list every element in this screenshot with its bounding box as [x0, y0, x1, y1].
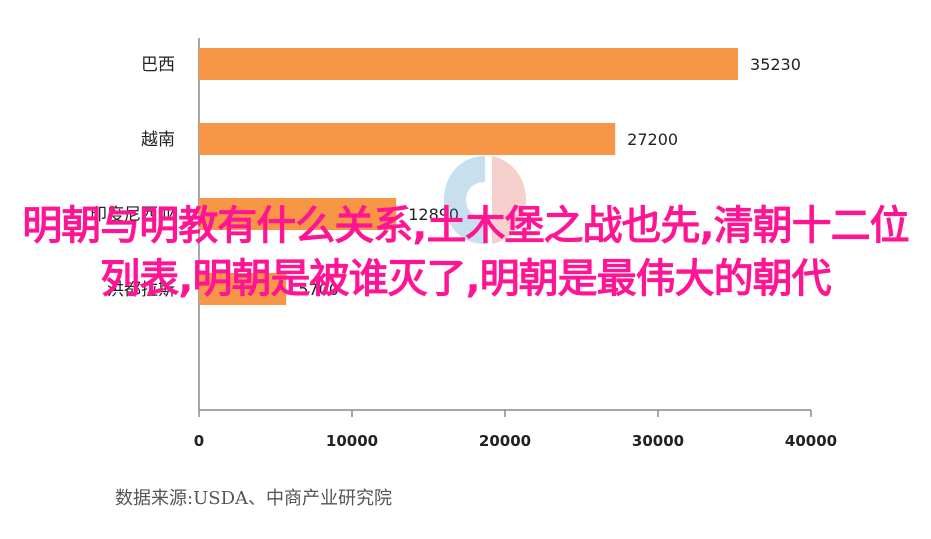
bar [199, 48, 739, 80]
source-note: 数据来源:USDA、中商产业研究院 [115, 488, 392, 509]
bar [199, 273, 287, 305]
watermark-logo-icon [440, 148, 530, 262]
x-tick-label: 20000 [479, 432, 531, 450]
x-tick-label: 0 [194, 432, 204, 450]
x-tick-label: 40000 [785, 432, 837, 450]
overlay-title: 明朝与明教有什么关系,土木堡之战也先,清朝十二位 列表,明朝是被谁灭了,明朝是最… [22, 203, 909, 302]
data-label: 27200 [627, 130, 678, 149]
x-tick-label: 10000 [326, 432, 378, 450]
category-label: 巴西 [141, 55, 175, 75]
category-label: 印度尼西亚 [90, 205, 175, 225]
x-tick-label: 30000 [632, 432, 684, 450]
data-label: 5700 [298, 280, 339, 299]
category-label: 洪都拉斯 [107, 280, 175, 300]
data-label: 12890 [408, 205, 459, 224]
bar [199, 123, 616, 155]
bar [199, 198, 397, 230]
category-label: 越南 [141, 130, 175, 150]
data-label: 35230 [750, 55, 801, 74]
